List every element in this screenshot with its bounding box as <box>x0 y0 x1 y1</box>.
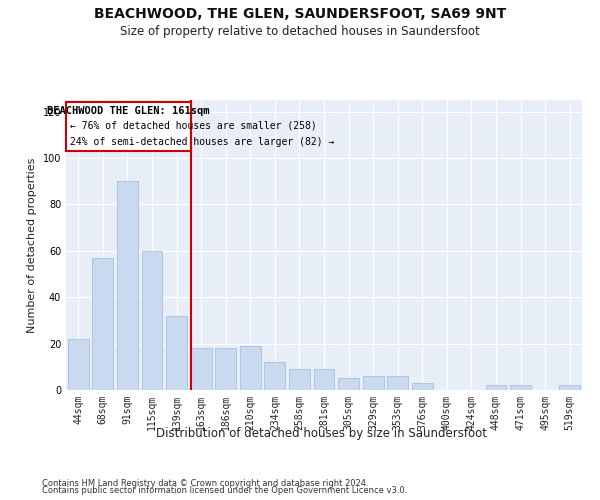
Text: Contains HM Land Registry data © Crown copyright and database right 2024.: Contains HM Land Registry data © Crown c… <box>42 478 368 488</box>
Bar <box>215 348 236 390</box>
Bar <box>289 369 310 390</box>
Bar <box>314 369 334 390</box>
Bar <box>240 346 261 390</box>
Text: 24% of semi-detached houses are larger (82) →: 24% of semi-detached houses are larger (… <box>70 137 334 147</box>
Text: Contains public sector information licensed under the Open Government Licence v3: Contains public sector information licen… <box>42 486 407 495</box>
Bar <box>510 386 531 390</box>
Text: BEACHWOOD, THE GLEN, SAUNDERSFOOT, SA69 9NT: BEACHWOOD, THE GLEN, SAUNDERSFOOT, SA69 … <box>94 8 506 22</box>
Text: BEACHWOOD THE GLEN: 161sqm: BEACHWOOD THE GLEN: 161sqm <box>47 106 209 116</box>
FancyBboxPatch shape <box>66 102 191 151</box>
Bar <box>362 376 383 390</box>
Text: Distribution of detached houses by size in Saundersfoot: Distribution of detached houses by size … <box>155 428 487 440</box>
Bar <box>559 386 580 390</box>
Bar <box>485 386 506 390</box>
Bar <box>191 348 212 390</box>
Bar <box>166 316 187 390</box>
Bar <box>142 251 163 390</box>
Bar <box>412 383 433 390</box>
Y-axis label: Number of detached properties: Number of detached properties <box>27 158 37 332</box>
Text: ← 76% of detached houses are smaller (258): ← 76% of detached houses are smaller (25… <box>70 121 316 131</box>
Bar <box>265 362 286 390</box>
Text: Size of property relative to detached houses in Saundersfoot: Size of property relative to detached ho… <box>120 25 480 38</box>
Bar <box>338 378 359 390</box>
Bar <box>92 258 113 390</box>
Bar <box>68 339 89 390</box>
Bar <box>117 181 138 390</box>
Bar <box>387 376 408 390</box>
